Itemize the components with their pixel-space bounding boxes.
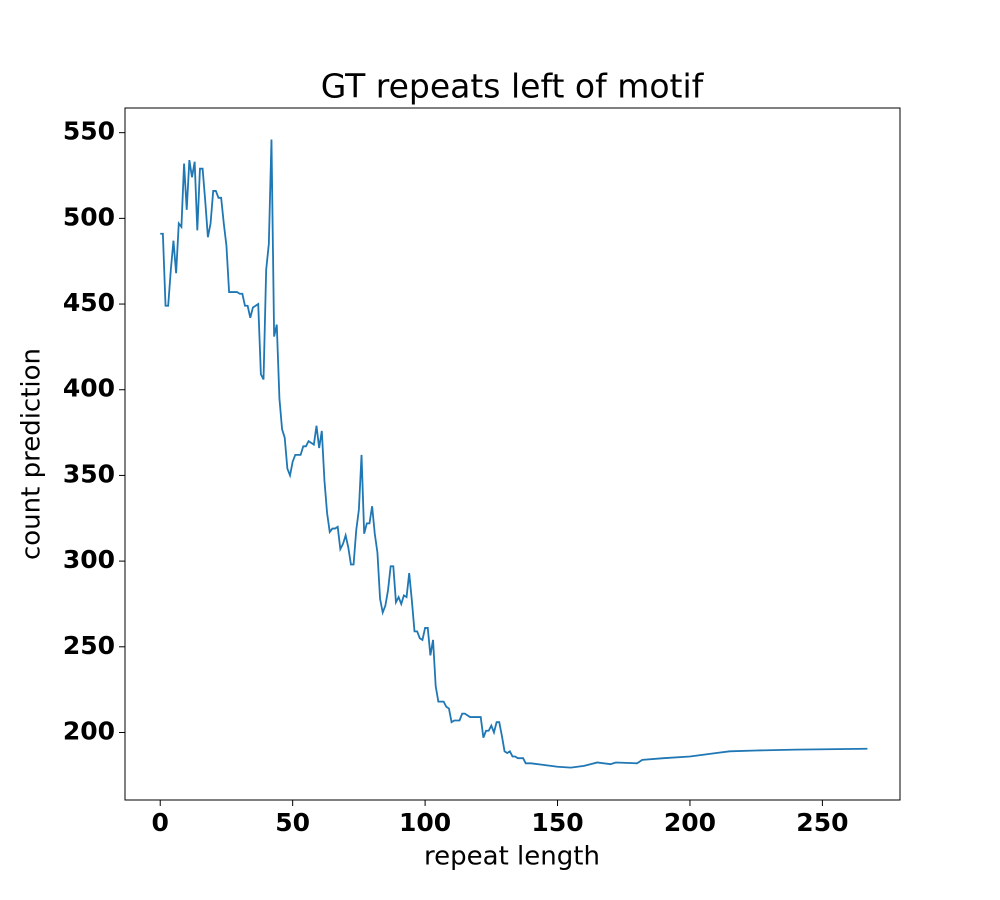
plot-frame [124,107,901,801]
y-tick-label: 350 [63,459,115,488]
y-tick-label: 550 [63,117,115,146]
x-tick-label: 150 [531,808,583,837]
chart-title: GT repeats left of motif [321,67,705,106]
x-axis-label: repeat length [424,842,600,872]
y-tick-label: 500 [63,202,115,231]
y-tick-label: 450 [63,288,115,317]
line [160,139,868,769]
y-tick-label: 300 [63,545,115,574]
y-tick-label: 250 [63,631,115,660]
y-tick-label: 200 [63,716,115,745]
y-axis-label: count prediction [17,348,47,560]
y-tick-label: 400 [63,374,115,403]
x-tick-label: 200 [664,808,716,837]
x-tick-label: 250 [796,808,848,837]
x-tick-label: 0 [152,808,169,837]
x-tick-label: 100 [399,808,451,837]
x-tick-label: 50 [275,808,310,837]
